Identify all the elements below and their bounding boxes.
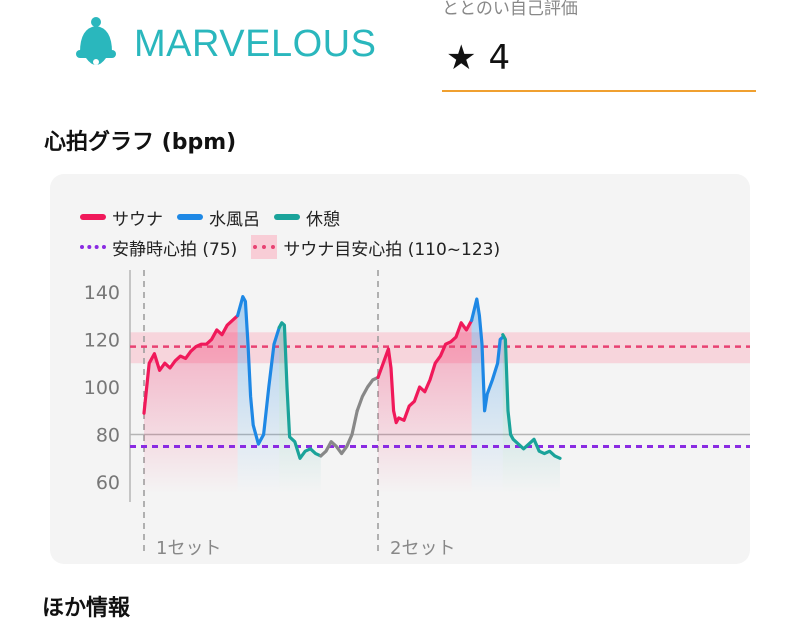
y-tick-label: 100 — [84, 377, 120, 399]
legend-sauna: サウナ — [80, 205, 163, 230]
phase-fill — [237, 296, 280, 494]
phase-fill — [279, 322, 321, 494]
y-tick-label: 140 — [84, 282, 120, 304]
y-tick-label: 120 — [84, 329, 120, 351]
bell-logo-icon — [76, 17, 116, 65]
legend-label: サウナ目安心拍 (110~123) — [283, 239, 501, 260]
brand[interactable]: MARVELOUS — [72, 16, 376, 72]
legend-label: 安静時心拍 (75) — [112, 239, 238, 260]
y-tick-label: 80 — [96, 425, 120, 447]
legend-resting-hr: 安静時心拍 (75) — [80, 235, 237, 260]
series-line-sauna — [376, 318, 474, 425]
rating-label: ととのい自己評価 — [442, 0, 578, 19]
phase-fill — [144, 315, 238, 494]
heart-rate-chart: 140 120 100 80 60 1セット 2セット — [84, 270, 750, 559]
rating-value-wrap: ★ 4 — [446, 38, 510, 78]
legend-label: サウナ — [112, 209, 163, 230]
self-rating[interactable]: ととのい自己評価 ★ 4 — [442, 0, 756, 92]
legend-bath: 水風呂 — [177, 205, 260, 230]
series-line-bath — [236, 295, 281, 446]
series-line-bath — [470, 297, 505, 413]
legend-swatch — [80, 245, 106, 249]
legend-band-swatch — [251, 235, 278, 259]
series-line-rest — [501, 333, 562, 460]
brand-name: MARVELOUS — [134, 22, 377, 65]
section-title: 心拍グラフ (bpm) — [44, 130, 237, 155]
series-line-sauna — [142, 314, 240, 415]
chart-legend: サウナ 水風呂 休憩 安静時心拍 (75) サウナ目安心拍 (110~123) — [80, 202, 514, 262]
legend-label: 水風呂 — [209, 209, 260, 230]
next-section-title: ほか情報 — [42, 596, 131, 621]
series-line-rest — [277, 321, 323, 460]
chart-card: 140 120 100 80 60 1セット 2セット サウナ 水風呂 休憩 安静時心拍 (… — [50, 174, 750, 564]
header: MARVELOUS ととのい自己評価 ★ 4 — [0, 0, 800, 100]
legend-rest: 休憩 — [274, 205, 340, 230]
series-line-other — [319, 409, 359, 458]
y-tick-label: 60 — [96, 472, 120, 494]
legend-target-hr: サウナ目安心拍 (110~123) — [251, 235, 500, 260]
phase-fill — [378, 320, 472, 494]
star-icon: ★ — [446, 38, 477, 78]
legend-swatch — [80, 214, 106, 220]
legend-label: 休憩 — [306, 209, 340, 230]
rating-value: 4 — [488, 38, 511, 78]
set-label: 1セット — [156, 538, 221, 559]
legend-swatch — [177, 214, 203, 220]
set-label: 2セット — [390, 538, 455, 559]
legend-swatch — [274, 214, 300, 220]
series-line-other — [355, 375, 380, 413]
